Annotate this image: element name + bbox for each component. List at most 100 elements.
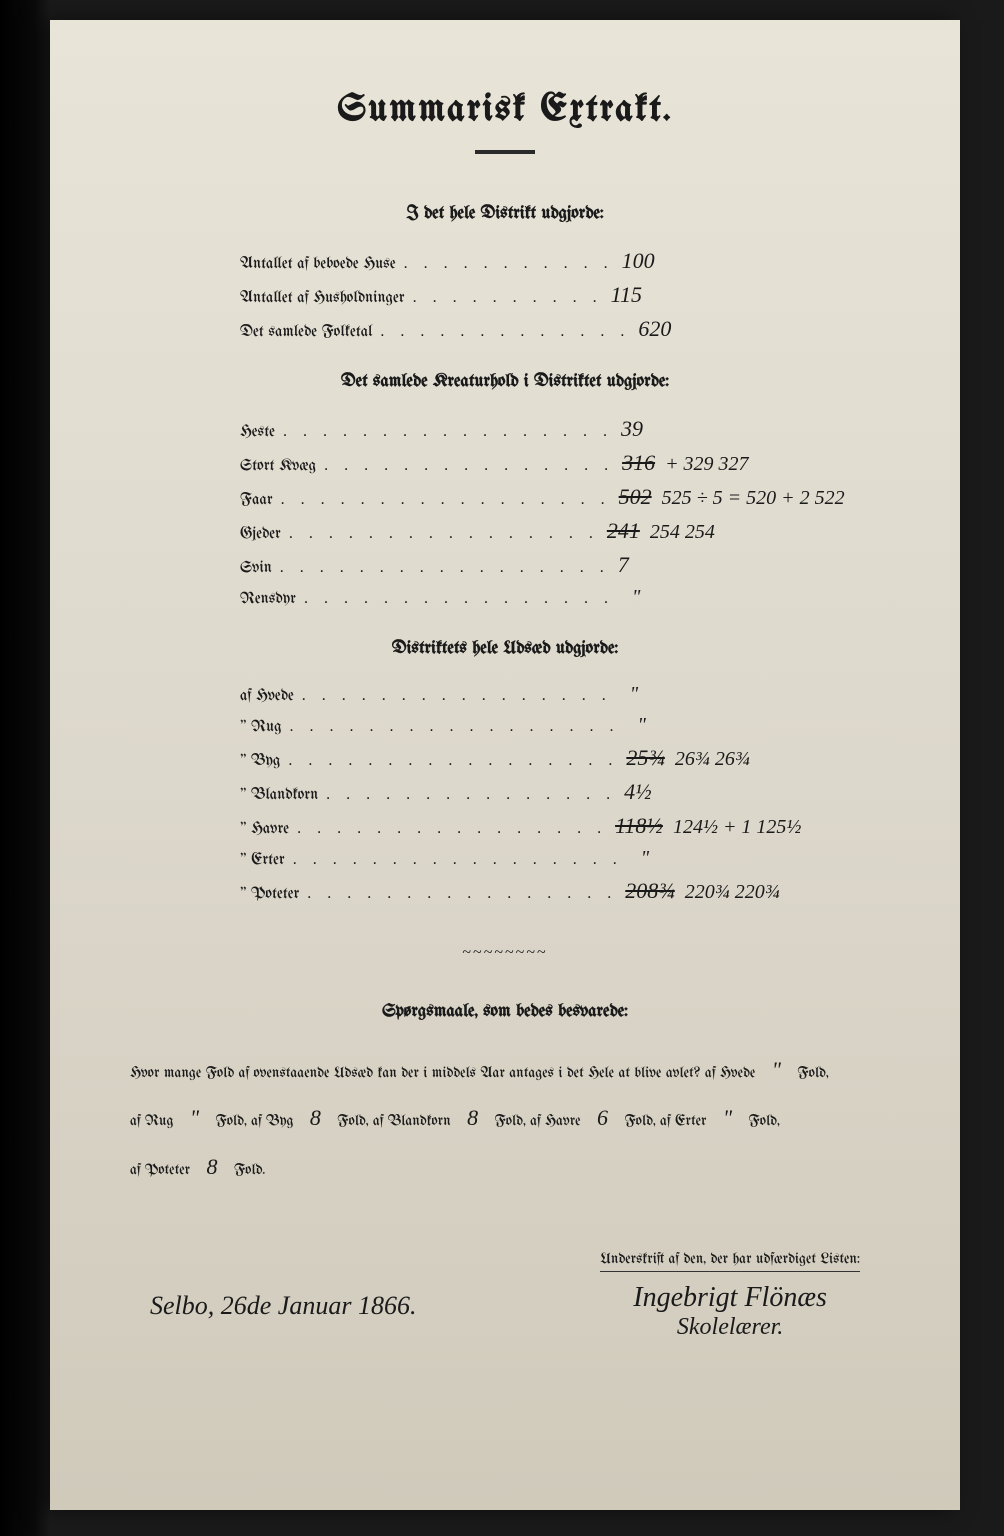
row-byg: " Byg . . . . . . . . . . . . . . . . . … [240,745,900,771]
signer-role: Skolelærer. [600,1314,860,1341]
row-rug: " Rug . . . . . . . . . . . . . . . . . … [240,714,900,737]
signature-row: Selbo, 26de Januar 1866. Underskrift af … [110,1251,900,1341]
annotation: 254 254 [650,521,715,544]
row-faar: Faar . . . . . . . . . . . . . . . . . 5… [240,484,900,510]
value: 39 [621,416,643,442]
annotation: 124½ + 1 125½ [673,816,802,839]
q-bland-label: Fold, af Blandkorn [337,1113,450,1129]
fold-label: Fold, [797,1065,828,1081]
row-rensdyr: Rensdyr . . . . . . . . . . . . . . . . … [240,586,900,609]
value: 502 [619,484,652,510]
q-havre-label: Fold, af Havre [495,1113,581,1129]
value: 4½ [624,779,652,805]
value: 316 [622,450,655,476]
q-byg-label: Fold, af Byg [216,1113,294,1129]
questions-heading: Spørgsmaale, som bedes besvarede: [110,1002,900,1021]
q-byg-value: 8 [298,1105,333,1130]
leader-dots: . . . . . . . . . . [405,289,611,307]
value: 115 [611,282,642,308]
label: " Byg [240,753,280,770]
leader-dots: . . . . . . . . . . . . . . . . . [280,752,626,770]
annotation: " [632,586,640,609]
row-blandkorn: " Blandkorn . . . . . . . . . . . . . . … [240,779,900,805]
annotation: 525 ÷ 5 = 520 + 2 522 [662,487,845,510]
label: Rensdyr [240,591,296,608]
label: " Erter [240,852,285,869]
row-erter: " Erter . . . . . . . . . . . . . . . . … [240,847,900,870]
label: Heste [240,424,275,441]
leader-dots: . . . . . . . . . . . . . . . . [281,525,607,543]
label: " Havre [240,821,289,838]
leader-dots: . . . . . . . . . . . . . . . . . [273,491,619,509]
value: 118½ [615,813,663,839]
label: Gjeder [240,526,281,543]
q-rug-value: " [178,1105,211,1130]
row-kvaeg: Stort Kvæg . . . . . . . . . . . . . . .… [240,450,900,476]
label: af Hvede [240,688,294,705]
row-heste: Heste . . . . . . . . . . . . . . . . . … [240,416,900,442]
value: 208¾ [625,878,675,904]
q-poteter-value: 8 [195,1154,230,1179]
leader-dots: . . . . . . . . . . . . . . . [318,786,624,804]
q-havre-value: 6 [585,1105,620,1130]
leader-dots: . . . . . . . . . . . . . . . . . [272,559,618,577]
label: Antallet af Husholdninger [240,290,405,307]
fold-label: Fold, [749,1113,780,1129]
value: 100 [622,248,655,274]
document-page: Summarisk Extrakt. I det hele Distrikt u… [50,20,960,1510]
q-erter-label: Fold, af Erter [624,1113,706,1129]
leader-dots: . . . . . . . . . . . . . . . . . [285,851,631,869]
value: 25¾ [626,745,665,771]
title-rule [475,150,535,154]
label: Antallet af beboede Huse [240,256,396,273]
label: Det samlede Folketal [240,324,372,341]
value: 241 [607,518,640,544]
annotation: 220¾ 220¾ [685,881,780,904]
leader-dots: . . . . . . . . . . . . . . . [316,457,622,475]
signature-block: Underskrift af den, der har udfærdiget L… [600,1251,860,1341]
leader-dots: . . . . . . . . . . . . . . . . . [275,423,621,441]
label: Faar [240,492,273,509]
leader-dots: . . . . . . . . . . . [396,255,622,273]
leader-dots: . . . . . . . . . . . . . . . . [294,687,620,705]
annotation: " [638,714,646,737]
page-title: Summarisk Extrakt. [110,90,900,130]
fold-end-label: Fold. [234,1162,265,1178]
separator-wavy: ~~~~~~~~ [110,944,900,962]
attest-label: Underskrift af den, der har udfærdiget L… [600,1251,860,1272]
section3-heading: Distriktets hele Udsæd udgjorde: [110,639,900,658]
leader-dots: . . . . . . . . . . . . . . . . . [282,718,628,736]
q-intro: Hvor mange Fold af ovenstaaende Udsæd ka… [130,1065,701,1081]
leader-dots: . . . . . . . . . . . . . . . . [296,590,622,608]
annotation: " [630,683,638,706]
row-husholdninger: Antallet af Husholdninger . . . . . . . … [240,282,900,308]
label: Stort Kvæg [240,458,316,475]
annotation: + 329 327 [665,453,749,476]
q-rug-label: af Rug [130,1113,173,1129]
row-gjeder: Gjeder . . . . . . . . . . . . . . . . 2… [240,518,900,544]
row-poteter: " Poteter . . . . . . . . . . . . . . . … [240,878,900,904]
row-svin: Svin . . . . . . . . . . . . . . . . . 7 [240,552,900,578]
signer-name: Ingebrigt Flönæs [600,1282,860,1314]
label: Svin [240,560,272,577]
questions-text: Hvor mange Fold af ovenstaaende Udsæd ka… [130,1046,880,1191]
q-poteter-label: af Poteter [130,1162,190,1178]
annotation: " [641,847,649,870]
section1-heading: I det hele Distrikt udgjorde: [110,204,900,223]
leader-dots: . . . . . . . . . . . . . . . . [299,885,625,903]
leader-dots: . . . . . . . . . . . . . [372,323,638,341]
section2-heading: Det samlede Kreaturhold i Distriktet udg… [110,372,900,391]
value: 620 [638,316,671,342]
label: " Rug [240,719,282,736]
q-erter-value: " [711,1105,744,1130]
row-hvede: af Hvede . . . . . . . . . . . . . . . .… [240,683,900,706]
annotation: 26¾ 26¾ [675,748,750,771]
place-date: Selbo, 26de Januar 1866. [150,1291,416,1321]
leader-dots: . . . . . . . . . . . . . . . . [289,820,615,838]
row-havre: " Havre . . . . . . . . . . . . . . . . … [240,813,900,839]
label: " Blandkorn [240,787,318,804]
q-hvede-value: " [760,1057,793,1082]
q-bland-value: 8 [455,1105,490,1130]
q-hvede-label: af Hvede [705,1065,755,1081]
row-folketal: Det samlede Folketal . . . . . . . . . .… [240,316,900,342]
